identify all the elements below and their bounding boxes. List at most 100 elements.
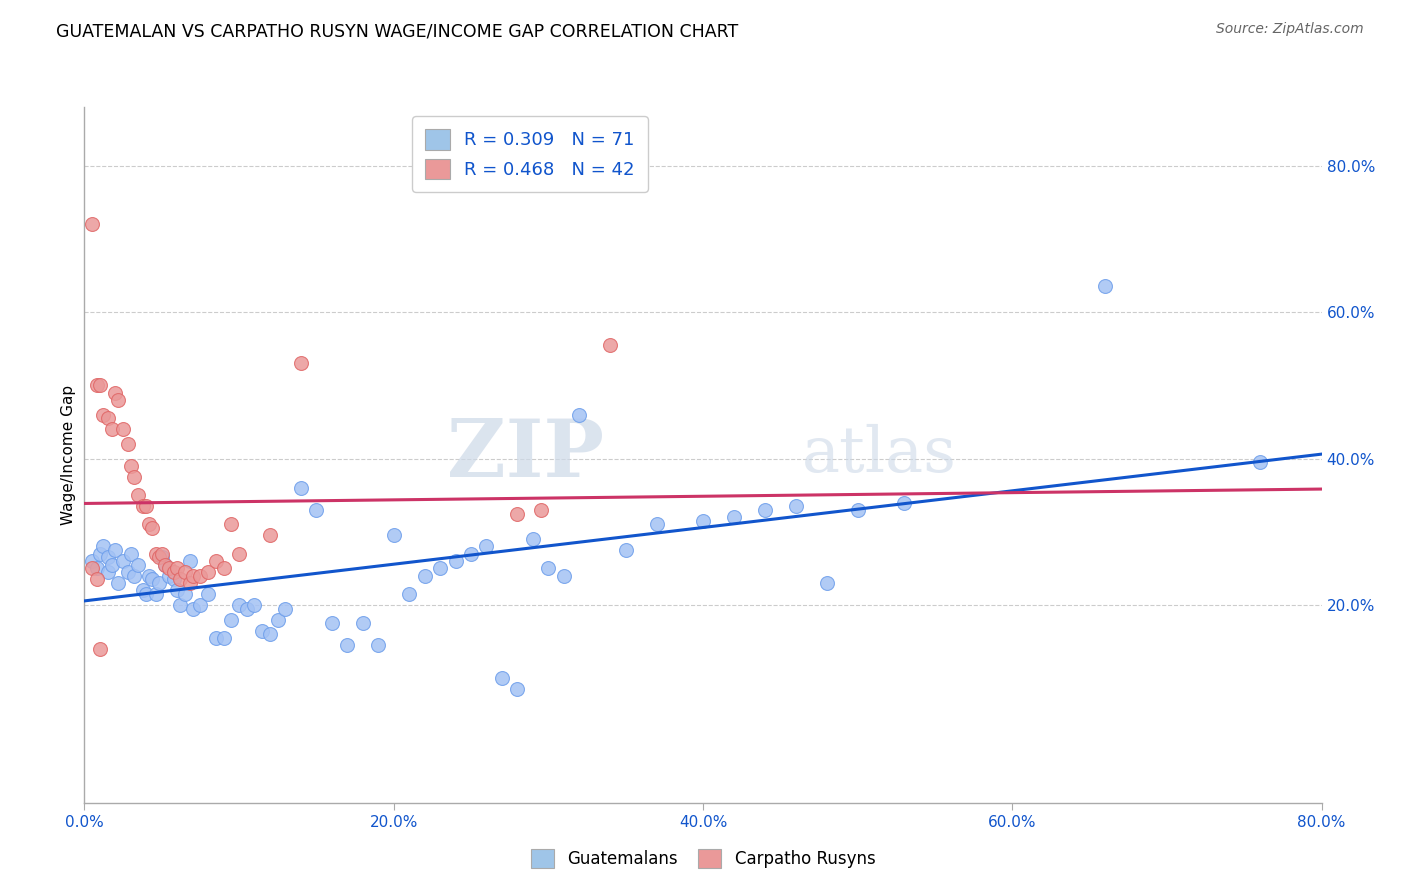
Point: [290, 481, 312, 495]
Point: [321, 616, 343, 631]
Point: [141, 573, 163, 587]
Text: Source: ZipAtlas.com: Source: ZipAtlas.com: [1216, 22, 1364, 37]
Point: [553, 568, 575, 582]
Point: [163, 573, 186, 587]
Point: [522, 532, 544, 546]
Point: [181, 601, 204, 615]
Point: [166, 583, 188, 598]
Point: [444, 554, 467, 568]
Point: [305, 503, 328, 517]
Point: [150, 550, 173, 565]
Point: [506, 507, 529, 521]
Point: [599, 338, 621, 352]
Point: [243, 598, 266, 612]
Point: [141, 521, 163, 535]
Point: [89, 547, 111, 561]
Point: [723, 510, 745, 524]
Point: [568, 408, 591, 422]
Point: [212, 561, 235, 575]
Point: [166, 561, 188, 575]
Point: [174, 587, 197, 601]
Point: [537, 561, 560, 575]
Point: [1094, 279, 1116, 293]
Text: GUATEMALAN VS CARPATHO RUSYN WAGE/INCOME GAP CORRELATION CHART: GUATEMALAN VS CARPATHO RUSYN WAGE/INCOME…: [56, 22, 738, 40]
Point: [267, 613, 290, 627]
Point: [122, 568, 145, 582]
Point: [135, 587, 157, 601]
Point: [122, 470, 145, 484]
Point: [153, 558, 176, 572]
Point: [846, 503, 869, 517]
Point: [97, 550, 120, 565]
Point: [153, 558, 176, 572]
Point: [169, 573, 191, 587]
Point: [460, 547, 482, 561]
Point: [145, 547, 167, 561]
Text: ZIP: ZIP: [447, 416, 605, 494]
Point: [101, 422, 124, 436]
Point: [197, 565, 219, 579]
Point: [506, 682, 529, 697]
Point: [120, 458, 142, 473]
Point: [197, 587, 219, 601]
Point: [785, 499, 807, 513]
Point: [181, 568, 204, 582]
Point: [205, 554, 228, 568]
Point: [236, 601, 259, 615]
Point: [86, 573, 108, 587]
Point: [530, 503, 553, 517]
Point: [117, 437, 139, 451]
Point: [148, 576, 170, 591]
Point: [169, 598, 191, 612]
Point: [221, 613, 243, 627]
Point: [188, 568, 212, 582]
Point: [128, 558, 150, 572]
Point: [138, 568, 160, 582]
Point: [398, 587, 420, 601]
Point: [89, 378, 111, 392]
Point: [645, 517, 668, 532]
Point: [212, 631, 235, 645]
Point: [491, 671, 513, 685]
Point: [82, 217, 104, 231]
Point: [815, 576, 838, 591]
Point: [179, 554, 201, 568]
Point: [107, 576, 129, 591]
Y-axis label: Wage/Income Gap: Wage/Income Gap: [60, 384, 76, 525]
Point: [120, 547, 142, 561]
Point: [117, 565, 139, 579]
Point: [128, 488, 150, 502]
Point: [174, 565, 197, 579]
Point: [86, 561, 108, 575]
Point: [112, 422, 135, 436]
Point: [86, 378, 108, 392]
Point: [150, 547, 173, 561]
Point: [692, 514, 714, 528]
Point: [163, 565, 186, 579]
Point: [290, 356, 312, 370]
Point: [259, 528, 281, 542]
Text: atlas: atlas: [801, 425, 957, 485]
Point: [352, 616, 374, 631]
Point: [893, 495, 915, 509]
Point: [104, 385, 127, 400]
Point: [82, 554, 104, 568]
Point: [179, 576, 201, 591]
Point: [475, 540, 498, 554]
Point: [107, 392, 129, 407]
Point: [89, 642, 111, 657]
Point: [228, 547, 250, 561]
Point: [132, 499, 155, 513]
Point: [429, 561, 451, 575]
Point: [188, 598, 212, 612]
Point: [132, 583, 155, 598]
Point: [104, 543, 127, 558]
Point: [82, 561, 104, 575]
Point: [97, 565, 120, 579]
Point: [91, 408, 114, 422]
Point: [274, 601, 297, 615]
Point: [138, 517, 160, 532]
Point: [614, 543, 637, 558]
Point: [145, 587, 167, 601]
Point: [367, 638, 389, 652]
